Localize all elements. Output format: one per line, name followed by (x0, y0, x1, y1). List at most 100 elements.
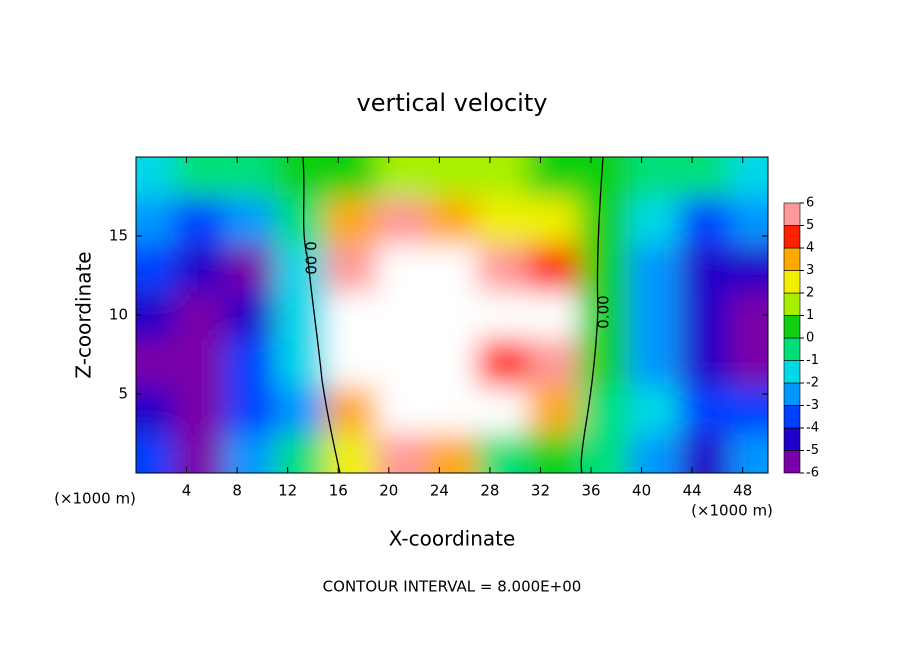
y-tick-label: 15 (109, 227, 128, 245)
field-cell (628, 338, 681, 387)
field-cell (679, 386, 731, 434)
field-cell (173, 338, 225, 387)
field-cell (173, 291, 225, 340)
field-cell (578, 291, 630, 340)
colorbar-band (783, 450, 801, 474)
field-cell (578, 386, 630, 434)
field-cell (426, 386, 478, 434)
field-cell (136, 243, 175, 292)
colorbar-band (783, 360, 801, 384)
colorbar-band (783, 315, 801, 339)
field-cell (527, 243, 579, 292)
x-tick-label: 32 (531, 482, 550, 500)
field-cell (477, 157, 529, 197)
field-cell (477, 433, 529, 473)
colorbar-label: 0 (806, 331, 814, 346)
x-tick-label: 28 (480, 482, 499, 500)
field-cell (376, 338, 428, 387)
x-tick-label: 20 (379, 482, 398, 500)
field-cell (477, 386, 529, 434)
field-cell (578, 243, 630, 292)
colorbar-label: -6 (806, 466, 819, 481)
field-cell (527, 338, 579, 387)
colorbar-band (783, 427, 801, 451)
x-tick-label: 16 (329, 482, 348, 500)
field-cell (426, 157, 478, 197)
field-cell (730, 243, 768, 292)
field-cell (325, 433, 377, 473)
field-cell (477, 291, 529, 340)
field-cell (325, 386, 377, 434)
colorbar-band (783, 405, 801, 429)
field-cell (136, 433, 175, 473)
field-cell (679, 243, 731, 292)
field-cells (136, 157, 768, 473)
x-tick-label: 12 (278, 482, 297, 500)
field-cell (730, 433, 768, 473)
colorbar-label: 6 (806, 196, 814, 211)
field-cell (136, 196, 175, 245)
field-cell (136, 338, 175, 387)
field-cell (224, 386, 276, 434)
colorbar-label: -3 (806, 398, 819, 413)
field (136, 157, 768, 473)
field-cell (173, 433, 225, 473)
field-cell (730, 291, 768, 340)
field-cell (679, 338, 731, 387)
field-cell (628, 291, 681, 340)
contour-line (302, 157, 341, 473)
field-cell (173, 243, 225, 292)
field-cell (730, 338, 768, 387)
chart-title: vertical velocity (357, 89, 548, 117)
x-tick-label: 44 (683, 482, 702, 500)
field-cell (136, 291, 175, 340)
x-unit: (×1000 m) (54, 490, 136, 508)
field-cell (578, 338, 630, 387)
contour-label: 0.00 (595, 295, 613, 328)
field-cell (679, 433, 731, 473)
field-cell (679, 291, 731, 340)
x-unit: (×1000 m) (691, 502, 773, 520)
field-cell (679, 196, 731, 245)
field-cell (527, 433, 579, 473)
annotation: CONTOUR INTERVAL = 8.000E+00 (323, 578, 582, 596)
field-cell (136, 386, 175, 434)
field-cell (578, 433, 630, 473)
field-cell (224, 243, 276, 292)
field-cell (426, 433, 478, 473)
field-cell (578, 157, 630, 197)
colorbar-band (783, 225, 801, 249)
field-cell (527, 386, 579, 434)
colorbar-label: 1 (806, 308, 814, 323)
field-cell (376, 243, 428, 292)
contour-line (580, 157, 604, 473)
x-tick-label: 48 (733, 482, 752, 500)
field-cell (578, 196, 630, 245)
colorbar-label: 2 (806, 286, 814, 301)
field-cell (173, 386, 225, 434)
y-tick-label: 5 (118, 385, 128, 403)
field-cell (325, 338, 377, 387)
field-cell (628, 433, 681, 473)
field-cell (325, 196, 377, 245)
field-cell (628, 157, 681, 197)
field-cell (426, 243, 478, 292)
y-tick-label: 10 (109, 306, 128, 324)
field-cell (527, 157, 579, 197)
field-cell (275, 338, 327, 387)
field-cell (426, 338, 478, 387)
colorbar-label: -2 (806, 376, 819, 391)
field-cell (173, 157, 225, 197)
field-cell (325, 243, 377, 292)
y-axis-label: Z-coordinate (72, 251, 96, 378)
field-cell (628, 243, 681, 292)
colorbar-label: 4 (806, 241, 814, 256)
field-cell (477, 243, 529, 292)
colorbar-band (783, 247, 801, 271)
field-cell (224, 291, 276, 340)
field-cell (477, 196, 529, 245)
field-cell (730, 157, 768, 197)
field-cell (275, 196, 327, 245)
field-cell (275, 243, 327, 292)
